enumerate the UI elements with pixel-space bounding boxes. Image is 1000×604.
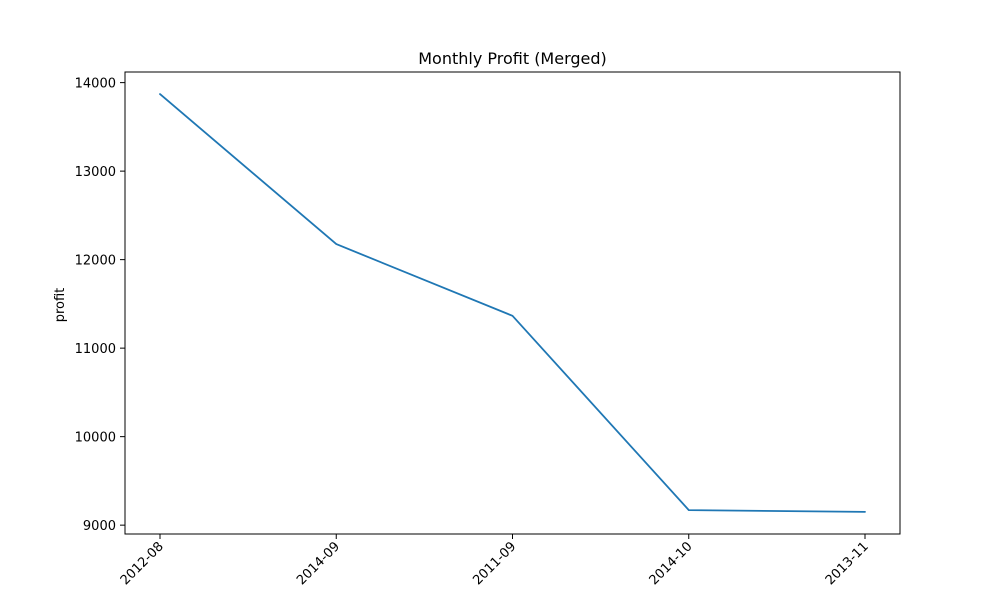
y-tick-label: 10000 xyxy=(75,431,116,446)
x-tick-label: 2011-09 xyxy=(470,539,519,588)
x-tick-label: 2013-11 xyxy=(823,539,872,588)
y-axis-label: profit xyxy=(53,288,68,323)
x-tick-label: 2014-10 xyxy=(647,539,696,588)
plot-frame xyxy=(124,71,901,535)
chart-title: Monthly Profit (Merged) xyxy=(418,49,607,68)
x-tick-label: 2014-09 xyxy=(294,539,343,588)
y-tick-label: 9000 xyxy=(83,519,116,534)
y-tick-label: 12000 xyxy=(75,254,116,269)
x-tick-label: 2012-08 xyxy=(118,539,167,588)
profit-series-line xyxy=(159,93,866,513)
y-tick-label: 11000 xyxy=(75,342,116,357)
y-tick-label: 13000 xyxy=(75,165,116,180)
y-tick-label: 14000 xyxy=(75,77,116,92)
plot-area: 9000 10000 11000 12000 13000 14000 2012-08 2014… xyxy=(75,71,901,588)
